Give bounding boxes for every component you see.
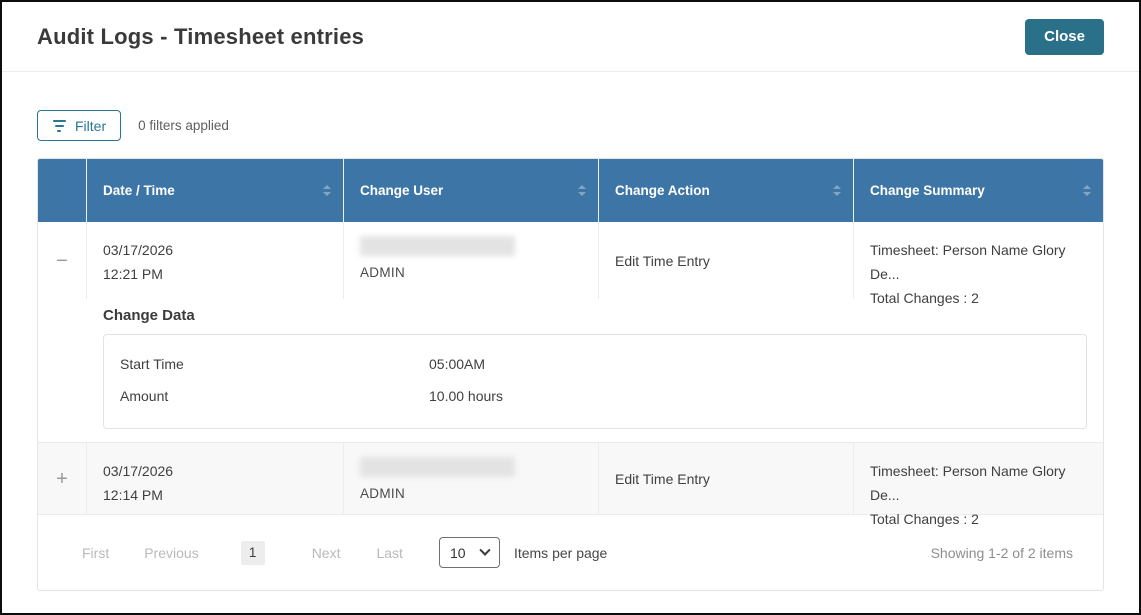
summary-line2: Total Changes : 2 bbox=[870, 290, 979, 306]
table-row: − 03/17/2026 12:21 PM ADMIN Edit Time En… bbox=[38, 222, 1103, 442]
audit-log-table: Date / Time Change User Change Action Ch… bbox=[37, 158, 1104, 591]
redacted-user-name bbox=[360, 457, 515, 477]
page-title: Audit Logs - Timesheet entries bbox=[37, 23, 365, 49]
summary-line1: Timesheet: Person Name Glory De... bbox=[870, 463, 1066, 503]
filter-icon bbox=[52, 119, 66, 132]
table-header-row: Date / Time Change User Change Action Ch… bbox=[38, 159, 1103, 222]
change-data-field-value: 10.00 hours bbox=[429, 388, 503, 404]
items-per-page-select[interactable]: 10 bbox=[438, 537, 500, 568]
filters-applied-status: 0 filters applied bbox=[138, 118, 229, 133]
date-value: 03/17/2026 bbox=[103, 242, 174, 258]
cell-date-time: 03/17/2026 12:14 PM bbox=[86, 443, 343, 514]
table-row-main: − 03/17/2026 12:21 PM ADMIN Edit Time En… bbox=[38, 222, 1103, 306]
time-value: 12:14 PM bbox=[103, 487, 163, 503]
pagination-next[interactable]: Next bbox=[311, 544, 341, 561]
column-header-change-summary[interactable]: Change Summary bbox=[853, 159, 1103, 222]
sort-icon[interactable] bbox=[1083, 185, 1091, 196]
items-per-page-value: 10 bbox=[449, 544, 466, 561]
cell-change-summary: Timesheet: Person Name Glory De... Total… bbox=[853, 222, 1103, 306]
close-button[interactable]: Close bbox=[1025, 18, 1104, 55]
redacted-user-name bbox=[360, 236, 515, 256]
cell-change-action: Edit Time Entry bbox=[598, 443, 853, 514]
row-expander-cell: + bbox=[38, 443, 86, 514]
pagination-current-page[interactable]: 1 bbox=[240, 540, 265, 565]
filter-button[interactable]: Filter bbox=[37, 110, 122, 141]
column-header-change-user[interactable]: Change User bbox=[343, 159, 598, 222]
cell-date-time: 03/17/2026 12:21 PM bbox=[86, 222, 343, 299]
sort-icon[interactable] bbox=[323, 185, 331, 196]
row-expander-cell: − bbox=[38, 222, 86, 299]
table-row: + 03/17/2026 12:14 PM ADMIN Edit Time En… bbox=[38, 442, 1103, 527]
action-value: Edit Time Entry bbox=[615, 252, 710, 269]
change-data-title: Change Data bbox=[103, 307, 195, 324]
column-header-label: Date / Time bbox=[103, 183, 175, 198]
change-data-box: Start Time 05:00AM Amount 10.00 hours bbox=[103, 334, 1087, 429]
cell-change-summary: Timesheet: Person Name Glory De... Total… bbox=[853, 443, 1103, 527]
filter-bar: Filter 0 filters applied bbox=[37, 110, 1104, 141]
expanded-change-data-panel: Change Data Start Time 05:00AM Amount 10… bbox=[38, 299, 1103, 442]
column-header-date-time[interactable]: Date / Time bbox=[86, 159, 343, 222]
items-per-page-label: Items per page bbox=[513, 544, 608, 561]
pagination-first[interactable]: First bbox=[82, 544, 110, 561]
date-value: 03/17/2026 bbox=[103, 463, 174, 479]
pagination-previous[interactable]: Previous bbox=[144, 544, 199, 561]
user-role-label: ADMIN bbox=[360, 265, 405, 280]
chevron-down-icon bbox=[479, 544, 491, 556]
change-data-field-label: Start Time bbox=[120, 356, 184, 372]
column-header-change-action[interactable]: Change Action bbox=[598, 159, 853, 222]
expand-row-icon[interactable]: + bbox=[56, 467, 68, 490]
summary-line1: Timesheet: Person Name Glory De... bbox=[870, 242, 1066, 282]
change-data-field-label: Amount bbox=[120, 388, 169, 404]
change-data-row: Start Time 05:00AM bbox=[120, 348, 1070, 380]
content-area: Filter 0 filters applied Date / Time Cha… bbox=[2, 110, 1139, 591]
user-role-label: ADMIN bbox=[360, 486, 405, 501]
pagination-bar: First Previous 1 Next Last 10 Items per … bbox=[38, 514, 1103, 590]
cell-change-action: Edit Time Entry bbox=[598, 222, 853, 299]
showing-items-status: Showing 1-2 of 2 items bbox=[930, 544, 1073, 561]
column-header-label: Change Summary bbox=[870, 183, 985, 198]
column-header-label: Change Action bbox=[615, 183, 710, 198]
change-data-field-value: 05:00AM bbox=[429, 356, 486, 372]
cell-change-user: ADMIN bbox=[343, 443, 598, 514]
titlebar: Audit Logs - Timesheet entries Close bbox=[2, 2, 1139, 72]
change-data-row: Amount 10.00 hours bbox=[120, 380, 1070, 412]
time-value: 12:21 PM bbox=[103, 266, 163, 282]
sort-icon[interactable] bbox=[833, 185, 841, 196]
action-value: Edit Time Entry bbox=[615, 470, 710, 487]
expander-column-header bbox=[38, 159, 86, 222]
cell-change-user: ADMIN bbox=[343, 222, 598, 299]
column-header-label: Change User bbox=[360, 183, 444, 198]
summary-line2: Total Changes : 2 bbox=[870, 511, 979, 527]
pagination-last[interactable]: Last bbox=[376, 544, 403, 561]
sort-icon[interactable] bbox=[578, 185, 586, 196]
collapse-row-icon[interactable]: − bbox=[56, 249, 68, 272]
filter-button-label: Filter bbox=[75, 117, 107, 134]
